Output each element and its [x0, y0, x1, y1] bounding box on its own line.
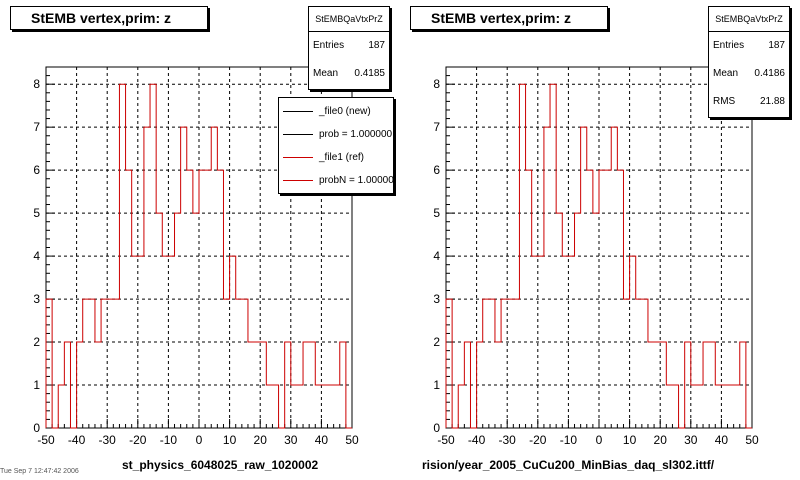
x-tick-label: 30 [684, 433, 698, 447]
stats-name: StEMBQaVtxPrZ [709, 7, 789, 32]
stats-entries-value: 187 [368, 40, 385, 51]
histogram-panel-left: -50 -40 -30 -20 -10 0 10 20 30 40 50 0 1 2 3 4 5 6 7 8 StEM… [10, 6, 394, 472]
legend-swatch [283, 134, 313, 135]
x-tick-label: -40 [68, 433, 86, 447]
stats-entries-value: 187 [768, 40, 785, 51]
chart-title-left: StEMB vertex,prim: z [10, 6, 208, 30]
y-tick-label: 3 [433, 292, 440, 306]
legend-entry-prob: prob = 1.000000 [279, 123, 393, 146]
footer-timestamp: Tue Sep 7 12:47:42 2006 [0, 468, 79, 475]
y-tick-label: 7 [433, 120, 440, 134]
legend-swatch [283, 157, 313, 158]
x-tick-label: 30 [284, 433, 298, 447]
chart-title-right: StEMB vertex,prim: z [410, 6, 608, 30]
legend-label: probN = 1.000000 [319, 175, 394, 186]
x-tick-label: 50 [745, 433, 759, 447]
x-tick-label: -10 [560, 433, 578, 447]
stats-entries-label: Entries [313, 40, 345, 51]
stats-entries-label: Entries [713, 40, 745, 51]
x-tick-label: -20 [129, 433, 147, 447]
stats-mean-value: 0.4185 [354, 68, 385, 79]
x-tick-label: -50 [37, 433, 55, 447]
x-tick-label: 0 [596, 433, 603, 447]
legend-swatch [283, 180, 313, 181]
x-tick-label: -30 [499, 433, 517, 447]
y-tick-label: 3 [33, 292, 40, 306]
y-tick-label: 1 [433, 378, 440, 392]
legend-entry-probn: probN = 1.000000 [279, 169, 393, 192]
y-tick-label: 6 [433, 163, 440, 177]
stats-name: StEMBQaVtxPrZ [309, 7, 389, 32]
y-tick-label: 4 [433, 249, 440, 263]
stats-rms-label: RMS [713, 96, 736, 107]
x-axis-title-right: rision/year_2005_CuCu200_MinBias_daq_sl3… [422, 458, 715, 472]
x-tick-label: 50 [345, 433, 359, 447]
x-tick-label: 40 [715, 433, 729, 447]
legend-label: _file0 (new) [319, 106, 371, 117]
legend-entry-file0: _file0 (new) [279, 100, 393, 123]
x-tick-label: -20 [529, 433, 547, 447]
y-tick-label: 7 [33, 120, 40, 134]
y-tick-label: 6 [33, 163, 40, 177]
y-tick-label: 0 [33, 421, 40, 435]
histogram-panel-right: -50 -40 -30 -20 -10 0 10 20 30 40 50 0 1 2 3 4 5 6 7 8 StEM… [400, 0, 800, 480]
stats-mean-label: Mean [313, 68, 339, 79]
y-tick-label: 1 [33, 378, 40, 392]
y-tick-label: 8 [433, 77, 440, 91]
legend-swatch [283, 111, 313, 112]
y-tick-label: 4 [33, 249, 40, 263]
histogram-series-line [45, 83, 352, 429]
y-tick-label: 8 [33, 77, 40, 91]
stats-box-right: StEMBQaVtxPrZ Entries 187 Mean 0.4186 RMS 2… [708, 6, 790, 118]
legend-label: prob = 1.000000 [319, 129, 393, 140]
stats-mean-value: 0.4186 [754, 68, 785, 79]
y-tick-label: 0 [433, 421, 440, 435]
legend-label: _file1 (ref) [319, 152, 365, 163]
y-tick-label: 5 [433, 206, 440, 220]
x-tick-label: 10 [223, 433, 237, 447]
y-tick-label: 2 [33, 335, 40, 349]
y-tick-label: 2 [433, 335, 440, 349]
histogram-series-line [445, 83, 752, 429]
stats-mean-label: Mean [713, 68, 739, 79]
x-tick-label: 20 [654, 433, 668, 447]
legend-entry-file1: _file1 (ref) [279, 146, 393, 169]
x-tick-label: -10 [160, 433, 178, 447]
x-tick-label: 10 [623, 433, 637, 447]
x-tick-label: -30 [99, 433, 117, 447]
stats-box-left: StEMBQaVtxPrZ Entries 187 Mean 0.4185 [308, 6, 390, 90]
y-tick-label: 5 [33, 206, 40, 220]
x-tick-label: 40 [315, 433, 329, 447]
x-axis-title-left: st_physics_6048025_raw_1020002 [122, 458, 319, 472]
x-tick-label: -50 [437, 433, 455, 447]
x-tick-label: 0 [196, 433, 203, 447]
histogram-svg-right: -50 -40 -30 -20 -10 0 10 20 30 40 50 0 1 2 3 4 5 6 7 8 [433, 66, 759, 447]
x-tick-label: 20 [254, 433, 268, 447]
legend-box: _file0 (new) prob = 1.000000 _file1 (ref… [278, 97, 394, 194]
x-tick-label: -40 [468, 433, 486, 447]
stats-rms-value: 21.88 [759, 96, 785, 107]
